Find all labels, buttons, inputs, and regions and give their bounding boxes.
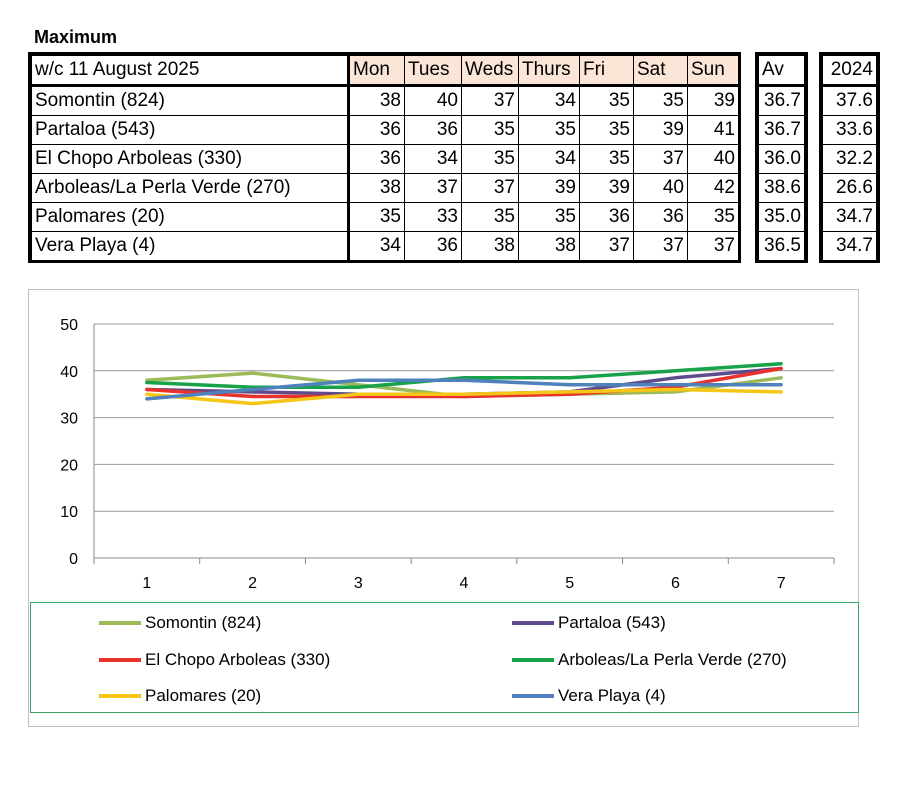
x-tick-label: 6: [671, 575, 680, 592]
legend-label: Somontin (824): [145, 613, 262, 632]
previous-year-cell: 32.2: [822, 144, 877, 174]
temperature-cell: 38: [348, 85, 405, 116]
temperature-cell: 37: [579, 231, 634, 261]
temperature-cell: 40: [633, 173, 688, 203]
temperature-cell: 35: [518, 115, 580, 145]
legend-swatch: [99, 658, 141, 662]
previous-year-cell: 34.7: [822, 231, 877, 261]
series-line: [145, 387, 783, 406]
temperature-cell: 36: [579, 202, 634, 232]
temperature-cell: 35: [687, 202, 739, 232]
series-line: [145, 362, 783, 389]
temperature-cell: 39: [633, 115, 688, 145]
previous-year-table: 2024 37.6 33.6 32.2 26.6 34.7 34.7: [819, 52, 880, 263]
average-header: Av: [758, 55, 805, 87]
x-tick-label: 3: [354, 575, 363, 592]
temperature-cell: 37: [687, 231, 739, 261]
temperature-cell: 36: [348, 144, 405, 174]
temperature-cell: 40: [687, 144, 739, 174]
page-title: Maximum: [34, 27, 118, 47]
table-row: Partaloa (543) 36 36 35 35 35 39 41: [31, 115, 739, 145]
legend-swatch: [99, 694, 141, 698]
temperature-cell: 38: [348, 173, 405, 203]
temperature-cell: 37: [461, 85, 519, 116]
series-line: [145, 366, 783, 399]
y-tick-label: 50: [60, 317, 78, 334]
station-name: Vera Playa (4): [31, 231, 350, 261]
day-header-thurs: Thurs: [518, 55, 580, 87]
x-tick-label: 1: [142, 575, 151, 592]
legend-swatch: [512, 658, 554, 662]
station-name: Partaloa (543): [31, 115, 350, 145]
temperature-cell: 37: [404, 173, 462, 203]
temperature-cell: 34: [518, 144, 580, 174]
station-name: El Chopo Arboleas (330): [31, 144, 350, 174]
x-tick-label: 7: [777, 575, 786, 592]
previous-year-cell: 26.6: [822, 173, 877, 203]
temperature-cell: 37: [461, 173, 519, 203]
temperature-cell: 41: [687, 115, 739, 145]
day-header-tues: Tues: [404, 55, 462, 87]
y-tick-label: 40: [60, 364, 78, 381]
temperature-cell: 36: [404, 231, 462, 261]
y-tick-label: 20: [60, 457, 78, 474]
station-name: Palomares (20): [31, 202, 350, 232]
table-row: El Chopo Arboleas (330) 36 34 35 34 35 37 40: [31, 144, 739, 174]
y-tick-label: 10: [60, 504, 78, 521]
legend-label: Vera Playa (4): [558, 686, 666, 705]
temperature-cell: 37: [633, 231, 688, 261]
table-row: Somontin (824) 38 40 37 34 35 35 39: [31, 85, 739, 116]
station-name: Somontin (824): [31, 85, 350, 116]
table-row: Palomares (20) 35 33 35 35 36 36 35: [31, 202, 739, 232]
x-tick-label: 4: [460, 575, 469, 592]
temperature-cell: 34: [518, 85, 580, 116]
legend-label: Partaloa (543): [558, 613, 666, 632]
y-tick-label: 0: [69, 551, 78, 568]
previous-year-cell: 34.7: [822, 202, 877, 232]
legend-swatch: [99, 621, 141, 625]
average-cell: 36.7: [758, 85, 805, 116]
previous-year-header: 2024: [822, 55, 877, 87]
daily-table: w/c 11 August 2025 Mon Tues Weds Thurs Fri Sat…: [28, 52, 741, 263]
average-cell: 38.6: [758, 173, 805, 203]
legend-swatch: [512, 694, 554, 698]
y-tick-label: 30: [60, 411, 78, 428]
x-tick-label: 2: [248, 575, 257, 592]
temperature-cell: 40: [404, 85, 462, 116]
week-header: w/c 11 August 2025: [31, 55, 350, 87]
temperature-cell: 42: [687, 173, 739, 203]
previous-year-cell: 33.6: [822, 115, 877, 145]
temperature-cell: 38: [518, 231, 580, 261]
average-cell: 36.0: [758, 144, 805, 174]
x-tick-label: 5: [565, 575, 574, 592]
day-header-fri: Fri: [579, 55, 634, 87]
previous-year-cell: 37.6: [822, 85, 877, 116]
day-header-sat: Sat: [633, 55, 688, 87]
series-line: [145, 378, 783, 401]
average-cell: 36.5: [758, 231, 805, 261]
temperature-cell: 34: [404, 144, 462, 174]
table-row: Vera Playa (4) 34 36 38 38 37 37 37: [31, 231, 739, 261]
legend-label: Palomares (20): [145, 686, 262, 705]
average-cell: 36.7: [758, 115, 805, 145]
temperature-cell: 34: [348, 231, 405, 261]
chart-legend: Somontin (824) Partaloa (543) El Chopo Arb…: [30, 602, 859, 713]
day-header-sun: Sun: [687, 55, 739, 87]
legend-label: Arboleas/La Perla Verde (270): [558, 650, 787, 669]
legend-label: El Chopo Arboleas (330): [145, 650, 331, 669]
average-cell: 35.0: [758, 202, 805, 232]
temperature-cell: 39: [687, 85, 739, 116]
average-table: Av 36.7 36.7 36.0 38.6 35.0 36.5: [755, 52, 808, 263]
temperature-cell: 36: [633, 202, 688, 232]
temperature-cell: 35: [579, 115, 634, 145]
temperature-cell: 35: [461, 202, 519, 232]
chart-area: [28, 289, 859, 727]
legend-swatch: [512, 621, 554, 625]
